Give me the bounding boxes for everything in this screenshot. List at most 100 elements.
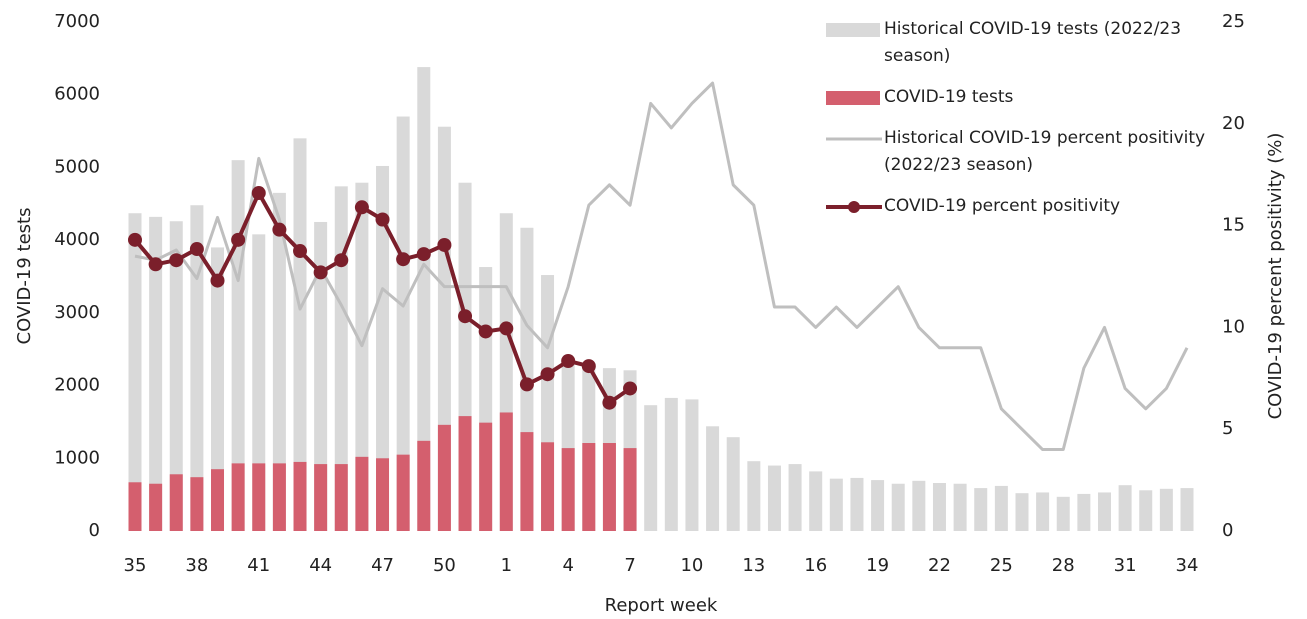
bar — [871, 480, 885, 531]
y-tick-label: 4000 — [54, 229, 100, 250]
bar — [726, 437, 740, 531]
marker — [313, 265, 328, 280]
bar — [706, 426, 720, 531]
marker — [416, 247, 431, 262]
bar — [437, 424, 451, 531]
bar — [644, 405, 658, 531]
bar — [314, 464, 328, 531]
marker — [375, 212, 390, 227]
x-tick-label: 50 — [433, 555, 456, 576]
bar — [685, 399, 699, 531]
bar — [767, 465, 781, 531]
bar — [149, 216, 163, 532]
bar — [1118, 485, 1132, 531]
bar — [479, 422, 493, 531]
y2-tick-label: 10 — [1222, 316, 1245, 337]
y-tick-label: 1000 — [54, 447, 100, 468]
marker — [128, 232, 142, 247]
x-tick-label: 4 — [562, 555, 573, 576]
bar — [169, 474, 183, 531]
marker — [293, 244, 308, 259]
x-tick-label: 19 — [866, 555, 889, 576]
line — [134, 81, 1189, 452]
bar — [272, 192, 286, 531]
legend: Historical COVID-19 tests (2022/23 seaso… — [826, 16, 1226, 234]
bar — [458, 416, 472, 531]
bar — [602, 443, 616, 531]
legend-swatch — [826, 23, 880, 37]
bar — [334, 186, 348, 531]
bar — [1015, 493, 1029, 531]
bar — [293, 138, 307, 532]
bar — [953, 483, 967, 531]
bar — [417, 440, 431, 531]
bar — [1139, 490, 1153, 531]
x-tick-label: 47 — [371, 555, 394, 576]
bar — [891, 483, 905, 531]
marker — [396, 252, 411, 267]
legend-item: Historical COVID-19 tests (2022/23 seaso… — [826, 16, 1226, 70]
y2-tick-label: 0 — [1222, 520, 1233, 541]
x-tick-label: 13 — [742, 555, 765, 576]
y-tick-label: 0 — [89, 520, 100, 541]
bar — [252, 463, 266, 531]
bar — [541, 442, 555, 531]
bar — [396, 454, 410, 531]
bar — [1097, 492, 1111, 531]
x-tick-label: 25 — [990, 555, 1013, 576]
bar — [211, 469, 225, 531]
bar — [355, 182, 369, 531]
bar — [128, 213, 142, 531]
bar — [974, 488, 988, 531]
bar — [1056, 496, 1070, 531]
marker — [437, 237, 452, 252]
marker — [540, 367, 555, 382]
x-tick-label: 35 — [124, 555, 147, 576]
legend-swatch — [826, 91, 880, 105]
legend-swatch — [826, 137, 882, 141]
legend-label: COVID-19 percent positivity — [884, 196, 1121, 216]
bar — [293, 461, 307, 531]
marker — [602, 395, 617, 410]
x-tick-label: 22 — [928, 555, 951, 576]
legend-swatch-marker — [848, 201, 860, 213]
x-axis-title: Report week — [605, 595, 718, 616]
bar — [396, 116, 410, 532]
marker — [334, 253, 349, 268]
y2-tick-label: 5 — [1222, 418, 1233, 439]
x-tick-label: 34 — [1176, 555, 1199, 576]
x-tick-label: 38 — [185, 555, 208, 576]
bar — [169, 221, 183, 532]
x-tick-label: 7 — [624, 555, 635, 576]
x-tick-label: 16 — [804, 555, 827, 576]
marker — [581, 359, 596, 374]
bar — [747, 461, 761, 531]
marker — [354, 200, 369, 215]
marker — [231, 232, 246, 247]
bar — [355, 456, 369, 531]
bar — [809, 471, 823, 531]
bar — [128, 482, 142, 531]
bar — [1159, 488, 1173, 531]
marker — [169, 253, 184, 268]
bar — [190, 477, 204, 531]
x-tick-label: 10 — [680, 555, 703, 576]
bar — [211, 247, 225, 531]
legend-item: COVID-19 tests — [826, 84, 1226, 111]
y2-tick-label: 25 — [1222, 11, 1245, 32]
bar — [417, 67, 431, 531]
y2-tick-label: 15 — [1222, 215, 1245, 236]
y2-tick-label: 20 — [1222, 113, 1245, 134]
bar — [912, 480, 926, 531]
marker — [272, 222, 287, 237]
marker — [499, 321, 514, 336]
x-tick-label: 44 — [309, 555, 332, 576]
bar — [561, 448, 575, 531]
legend-swatch-bar — [826, 91, 880, 105]
x-tick-label: 28 — [1052, 555, 1075, 576]
y2-axis-title: COVID-19 percent positivity (%) — [1265, 133, 1286, 420]
x-tick-label: 31 — [1114, 555, 1137, 576]
bar — [334, 464, 348, 531]
legend-label: Historical COVID-19 tests (2022/23 seaso… — [884, 19, 1182, 66]
